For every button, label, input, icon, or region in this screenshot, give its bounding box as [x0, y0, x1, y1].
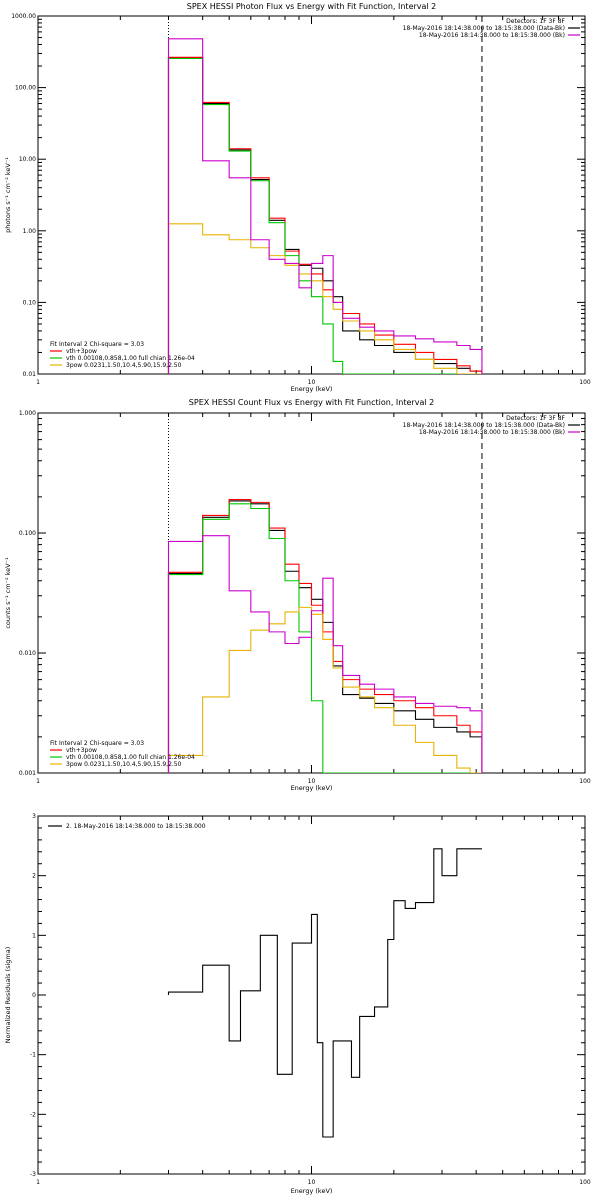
- x-axis-label: Energy (keV): [291, 385, 333, 393]
- plot-frame: [37, 15, 586, 375]
- y-tick-label: 1.000: [19, 410, 36, 417]
- y-axis-label: counts s⁻¹ cm⁻² keV⁻¹: [4, 557, 12, 629]
- y-tick-label: 1000.00: [11, 13, 36, 20]
- y-tick-label: 1: [32, 932, 36, 939]
- series-3pow: [167, 223, 482, 374]
- y-tick-label: -3: [30, 1171, 36, 1178]
- series-vth-3pow: [167, 56, 483, 374]
- x-tick-label: 100: [579, 379, 591, 386]
- plot-frame: [37, 815, 586, 1175]
- legend-top-right-text: 18-May-2016 18:14:38.000 to 18:15:38.000…: [419, 429, 565, 436]
- legend-bottom-left-text: vth 0.00108,0.858,1.00 full chian 1.26e-…: [66, 754, 195, 761]
- x-tick-label: 1: [36, 1179, 40, 1186]
- legend-bottom-left-text: 3pow 0.0231,1.50,10.4,5.90,15.9,2.50: [66, 761, 182, 768]
- y-tick-label: -1: [30, 1052, 36, 1059]
- chart-panel-3: 1 10 100 Energy (keV) -3 -2 -1 0 1 2 3 Normalized R…: [4, 813, 591, 1195]
- series-data-bk: [167, 500, 483, 773]
- chart-panel-1: SPEX HESSI Photon Flux vs Energy with Fi…: [4, 2, 591, 393]
- series-vth: [167, 503, 482, 773]
- y-tick-label: 10.00: [19, 156, 36, 163]
- series-data-bk: [167, 57, 483, 374]
- chart-panel-2: SPEX HESSI Count Flux vs Energy with Fit…: [4, 398, 591, 792]
- legend-bottom-left-text: vth 0.00108,0.858,1.00 full chian 1.26e-…: [66, 355, 195, 362]
- x-tick-label: 1: [36, 379, 40, 386]
- legend-bottom-left-text: Fit Interval 2 Chi-square = 3.03: [50, 740, 144, 747]
- y-axis-label: photons s⁻¹ cm⁻² keV⁻¹: [4, 157, 12, 233]
- y-tick-label: 0.010: [19, 650, 36, 657]
- series-bk: [167, 535, 483, 773]
- y-tick-label: 0.100: [19, 530, 36, 537]
- series-bk: [167, 38, 483, 374]
- y-tick-label: 0.10: [23, 299, 37, 306]
- y-tick-label: 3: [32, 813, 36, 820]
- series-2-18-may-2016-18-14-38-000-to-18-15-38-000: [167, 848, 482, 1138]
- x-tick-label: 10: [308, 1179, 316, 1186]
- legend-bottom-left-text: vth+3pow: [66, 348, 97, 355]
- y-tick-label: 2: [32, 873, 36, 880]
- series-vth: [167, 57, 482, 374]
- x-tick-label: 1: [36, 778, 40, 785]
- legend-bottom-left-text: Fit Interval 2 Chi-square = 3.03: [50, 341, 144, 348]
- y-tick-label: 0.001: [19, 770, 36, 777]
- legend-top-right-text: Detectors: 1F 3F 8F: [506, 415, 565, 422]
- legend-bottom-left-text: vth+3pow: [66, 747, 97, 754]
- chart-title: SPEX HESSI Photon Flux vs Energy with Fi…: [187, 2, 437, 11]
- y-axis-label: Normalized Residuals (sigma): [4, 947, 12, 1044]
- x-tick-label: 100: [579, 778, 591, 785]
- legend-top-right-text: 18-May-2016 18:14:38.000 to 18:15:38.000…: [419, 32, 565, 39]
- legend-top-right-text: 18-May-2016 18:14:38.000 to 18:15:38.000…: [403, 25, 565, 32]
- legend-text: 2. 18-May-2016 18:14:38.000 to 18:15:38.…: [66, 823, 206, 830]
- x-tick-label: 10: [308, 379, 316, 386]
- y-tick-label: 0: [32, 992, 36, 999]
- x-tick-label: 100: [579, 1179, 591, 1186]
- y-tick-label: -2: [30, 1111, 36, 1118]
- y-tick-label: 0.01: [23, 371, 37, 378]
- legend-top-right-text: 18-May-2016 18:14:38.000 to 18:15:38.000…: [403, 422, 565, 429]
- series-3pow: [167, 606, 482, 773]
- y-tick-label: 100.00: [15, 85, 36, 92]
- legend-bottom-left-text: 3pow 0.0231,1.50,10.4,5.90,15.9,2.50: [66, 362, 182, 369]
- legend-top-right-text: Detectors: 1F 3F 8F: [506, 18, 565, 25]
- y-tick-label: 1.00: [23, 228, 37, 235]
- series-vth-3pow: [167, 499, 483, 773]
- x-axis-label: Energy (keV): [291, 784, 333, 792]
- x-axis-label: Energy (keV): [291, 1187, 333, 1195]
- chart-title: SPEX HESSI Count Flux vs Energy with Fit…: [189, 398, 434, 407]
- x-tick-label: 10: [308, 778, 316, 785]
